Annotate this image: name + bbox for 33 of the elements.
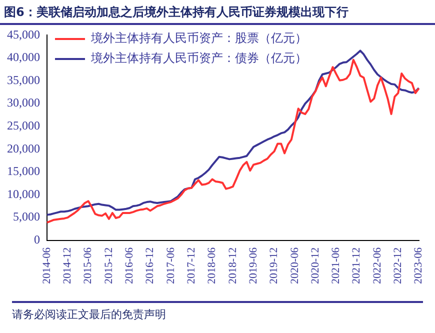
x-tick-label: 2022-06 [371,246,384,284]
x-tick-label: 2021-12 [350,247,363,284]
x-tick-label: 2021-06 [330,246,342,284]
y-tick-label: 20,000 [7,141,40,156]
x-tick-label: 2014-06 [40,246,53,284]
x-tick-label: 2015-12 [102,247,115,284]
x-tick-label: 2023-06 [412,246,425,284]
y-tick-label: 15,000 [7,164,40,178]
x-tick-label: 2018-12 [226,247,239,284]
y-tick-label: 30,000 [7,96,40,110]
x-tick-label: 2017-12 [185,247,198,284]
x-tick-label: 2022-12 [392,247,404,284]
chart-title: 图6：美联储启动加息之后境外主体持有人民币证券规模出现下行 [0,0,435,25]
x-tick-label: 2015-06 [82,246,94,284]
y-tick-label: 45,000 [7,27,40,42]
y-tick-label: 40,000 [7,50,40,64]
y-tick-label: 0 [34,232,40,246]
legend-label: 境外主体持有人民币资产：债券（亿元） [90,51,307,66]
x-tick-label: 2020-12 [309,247,322,284]
x-tick-label: 2019-12 [268,247,280,284]
x-tick-label: 2020-06 [288,246,301,284]
x-tick-label: 2016-06 [124,246,136,284]
x-tick-label: 2017-06 [164,246,177,284]
text: 请务必阅读正文最后的免责声明 [12,307,167,322]
y-tick-label: 25,000 [7,118,40,133]
y-tick-label: 35,000 [7,72,40,87]
legend-label: 境外主体持有人民币资产：股票（亿元） [90,31,307,46]
x-tick-label: 2018-06 [206,246,218,284]
y-tick-label: 5,000 [13,210,40,224]
x-tick-label: 2019-06 [247,246,260,284]
y-tick-label: 10,000 [7,186,40,201]
x-tick-label: 2016-12 [144,247,156,284]
x-tick-label: 2014-12 [62,247,74,284]
